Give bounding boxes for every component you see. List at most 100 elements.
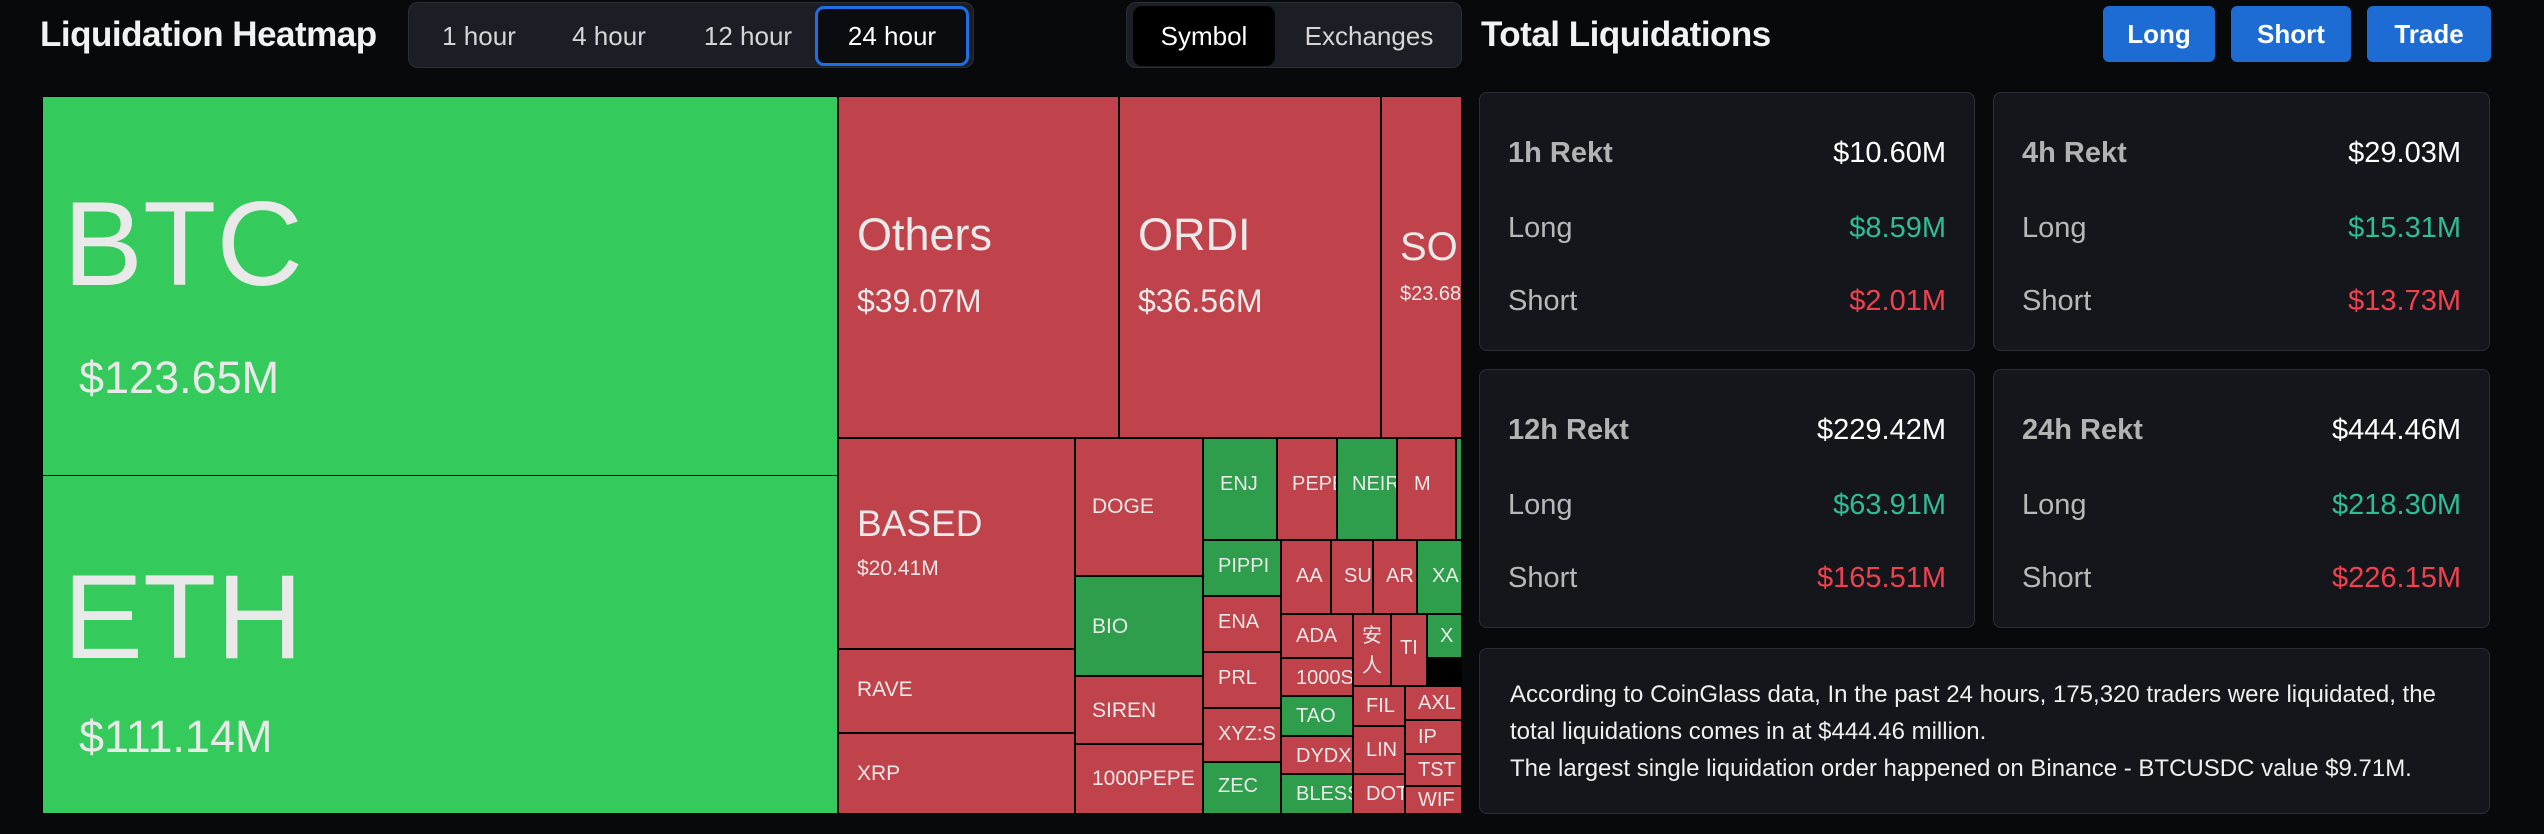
treemap-cell-zec[interactable]: ZEC [1203,762,1281,814]
cell-symbol: AA [1296,565,1323,587]
cell-symbol: ETH [63,550,303,684]
timeframe-4-hour-button[interactable]: 4 hour [572,21,646,51]
tab-symbol[interactable]: Symbol [1133,6,1275,66]
long-button[interactable]: Long [2103,6,2215,62]
short-amount: $13.73M [2348,285,2461,317]
treemap-cell-sol[interactable]: SOL $23.68 [1381,96,1462,438]
card-short-row: Short $13.73M [2022,281,2461,321]
treemap-cell-pepe[interactable]: PEPE [1277,438,1337,540]
treemap-cell-ip[interactable]: IP [1405,720,1462,754]
treemap-cell-dydx[interactable]: DYDX [1281,736,1353,774]
treemap-cell-ti[interactable]: TI [1391,614,1427,686]
treemap-cell-axl[interactable]: AXL [1405,686,1462,720]
card-long-row: Long $63.91M [1508,485,1946,525]
summary-text: According to CoinGlass data, In the past… [1510,681,2436,745]
liquidation-summary: According to CoinGlass data, In the past… [1479,648,2490,814]
card-header-row: 4h Rekt $29.03M [2022,133,2461,173]
cell-symbol: IP [1418,726,1437,748]
short-label: Short [2022,285,2092,317]
treemap-cell-1000s[interactable]: 1000S [1281,658,1353,696]
cell-symbol: TAO [1296,705,1336,727]
total-liquidations-title: Total Liquidations [1481,15,1771,54]
treemap-cell-xrp[interactable]: XRP [838,733,1075,814]
cell-symbol: RAVE [857,678,913,701]
card-short-row: Short $226.15M [2022,558,2461,598]
timeframe-1-hour-button[interactable]: 1 hour [442,21,516,51]
treemap-cell-based[interactable]: BASED $20.41M [838,438,1075,649]
treemap-cell-ordi[interactable]: ORDI $36.56M [1119,96,1381,438]
treemap-cell-pippi[interactable]: PIPPI [1203,540,1281,596]
cell-symbol: TST [1418,759,1456,781]
treemap-cell-wif[interactable]: WIF [1405,786,1462,814]
treemap-cell-tao[interactable]: TAO [1281,696,1353,736]
treemap-cell-xyz-s[interactable]: XYZ:S [1203,708,1281,762]
cell-symbol: PEPE [1292,473,1336,495]
treemap-cell-eth[interactable]: ETH $111.14M [42,475,838,814]
rekt-card-24h: 24h Rekt $444.46M Long $218.30M Short $2… [1993,369,2490,628]
short-button[interactable]: Short [2231,6,2351,62]
cell-symbol: SU [1344,565,1372,587]
treemap-cell-ar[interactable]: AR [1373,540,1417,614]
cell-symbol: M [1414,473,1431,495]
trade-button[interactable]: Trade [2367,6,2491,62]
timeframe-selector: 1 hour 4 hour 12 hour 24 hour [408,2,974,68]
cell-symbol: DYDX [1296,745,1352,767]
treemap-cell-prl[interactable]: PRL [1203,652,1281,708]
card-header-row: 12h Rekt $229.42M [1508,410,1946,450]
timeframe-12-hour-button[interactable]: 12 hour [703,21,793,51]
treemap-cell-su[interactable]: SU [1331,540,1373,614]
treemap-cell-doge[interactable]: DOGE [1075,438,1203,576]
cell-symbol: FIL [1366,695,1395,717]
treemap-cell-xa[interactable]: XA [1417,540,1462,614]
treemap-cell-bless[interactable]: BLESS [1281,774,1353,814]
rekt-card-1h: 1h Rekt $10.60M Long $8.59M Short $2.01M [1479,92,1975,351]
long-amount: $15.31M [2348,212,2461,244]
card-header-row: 24h Rekt $444.46M [2022,410,2461,450]
cell-symbol: ZEC [1218,775,1258,797]
treemap-cell-enj[interactable]: ENJ [1203,438,1277,540]
treemap-cell-lin[interactable]: LIN [1353,726,1405,774]
treemap-cell-siren[interactable]: SIREN [1075,676,1203,744]
cell-symbol: ORDI [1138,209,1251,260]
cell-value: $123.65M [79,352,280,403]
treemap-cell-neir[interactable]: NEIR [1337,438,1397,540]
card-short-row: Short $2.01M [1508,281,1946,321]
long-amount: $63.91M [1833,489,1946,521]
treemap-cell-fil[interactable]: FIL [1353,686,1405,726]
cell-symbol: 1000S [1296,667,1353,689]
cell-symbol: X [1440,625,1454,647]
long-amount: $8.59M [1849,212,1946,244]
treemap-cell-rave[interactable]: RAVE [838,649,1075,733]
treemap-cell-others[interactable]: Others $39.07M [838,96,1119,438]
treemap-cell-bio[interactable]: BIO [1075,576,1203,676]
short-label: Short [1508,285,1578,317]
treemap-cell-tst[interactable]: TST [1405,754,1462,786]
tab-exchanges[interactable]: Exchanges [1304,21,1434,51]
short-label: Short [1508,562,1578,594]
treemap-cell-an-ren[interactable]: 安人 [1353,614,1391,686]
treemap-cell-aa[interactable]: AA [1281,540,1331,614]
card-header-row: 1h Rekt $10.60M [1508,133,1946,173]
timeframe-24-hour-button[interactable]: 24 hour [815,6,969,66]
cell-symbol: Others [857,209,993,260]
treemap-cell-m[interactable]: M [1397,438,1456,540]
treemap-cell-ena[interactable]: ENA [1203,596,1281,652]
cell-symbol: DOT [1366,783,1405,805]
cell-symbol: DOGE [1092,495,1154,518]
long-amount: $218.30M [2332,489,2461,521]
cell-symbol: ENA [1218,611,1260,633]
cell-symbol: TI [1400,637,1418,659]
treemap-cell-unlabeled[interactable] [1456,438,1462,540]
treemap-cell-x[interactable]: X [1427,614,1462,658]
cell-symbol: XRP [857,762,901,785]
rekt-card-4h: 4h Rekt $29.03M Long $15.31M Short $13.7… [1993,92,2490,351]
card-total: $10.60M [1833,137,1946,169]
treemap-cell-ada[interactable]: ADA [1281,614,1353,658]
treemap-cell-1000pepe[interactable]: 1000PEPE [1075,744,1203,814]
cell-symbol: SIREN [1092,699,1157,722]
card-total: $444.46M [2332,414,2461,446]
cell-value: $39.07M [857,283,982,319]
cell-symbol: PRL [1218,667,1257,689]
treemap-cell-dot[interactable]: DOT [1353,774,1405,814]
treemap-cell-btc[interactable]: BTC $123.65M [42,96,838,476]
